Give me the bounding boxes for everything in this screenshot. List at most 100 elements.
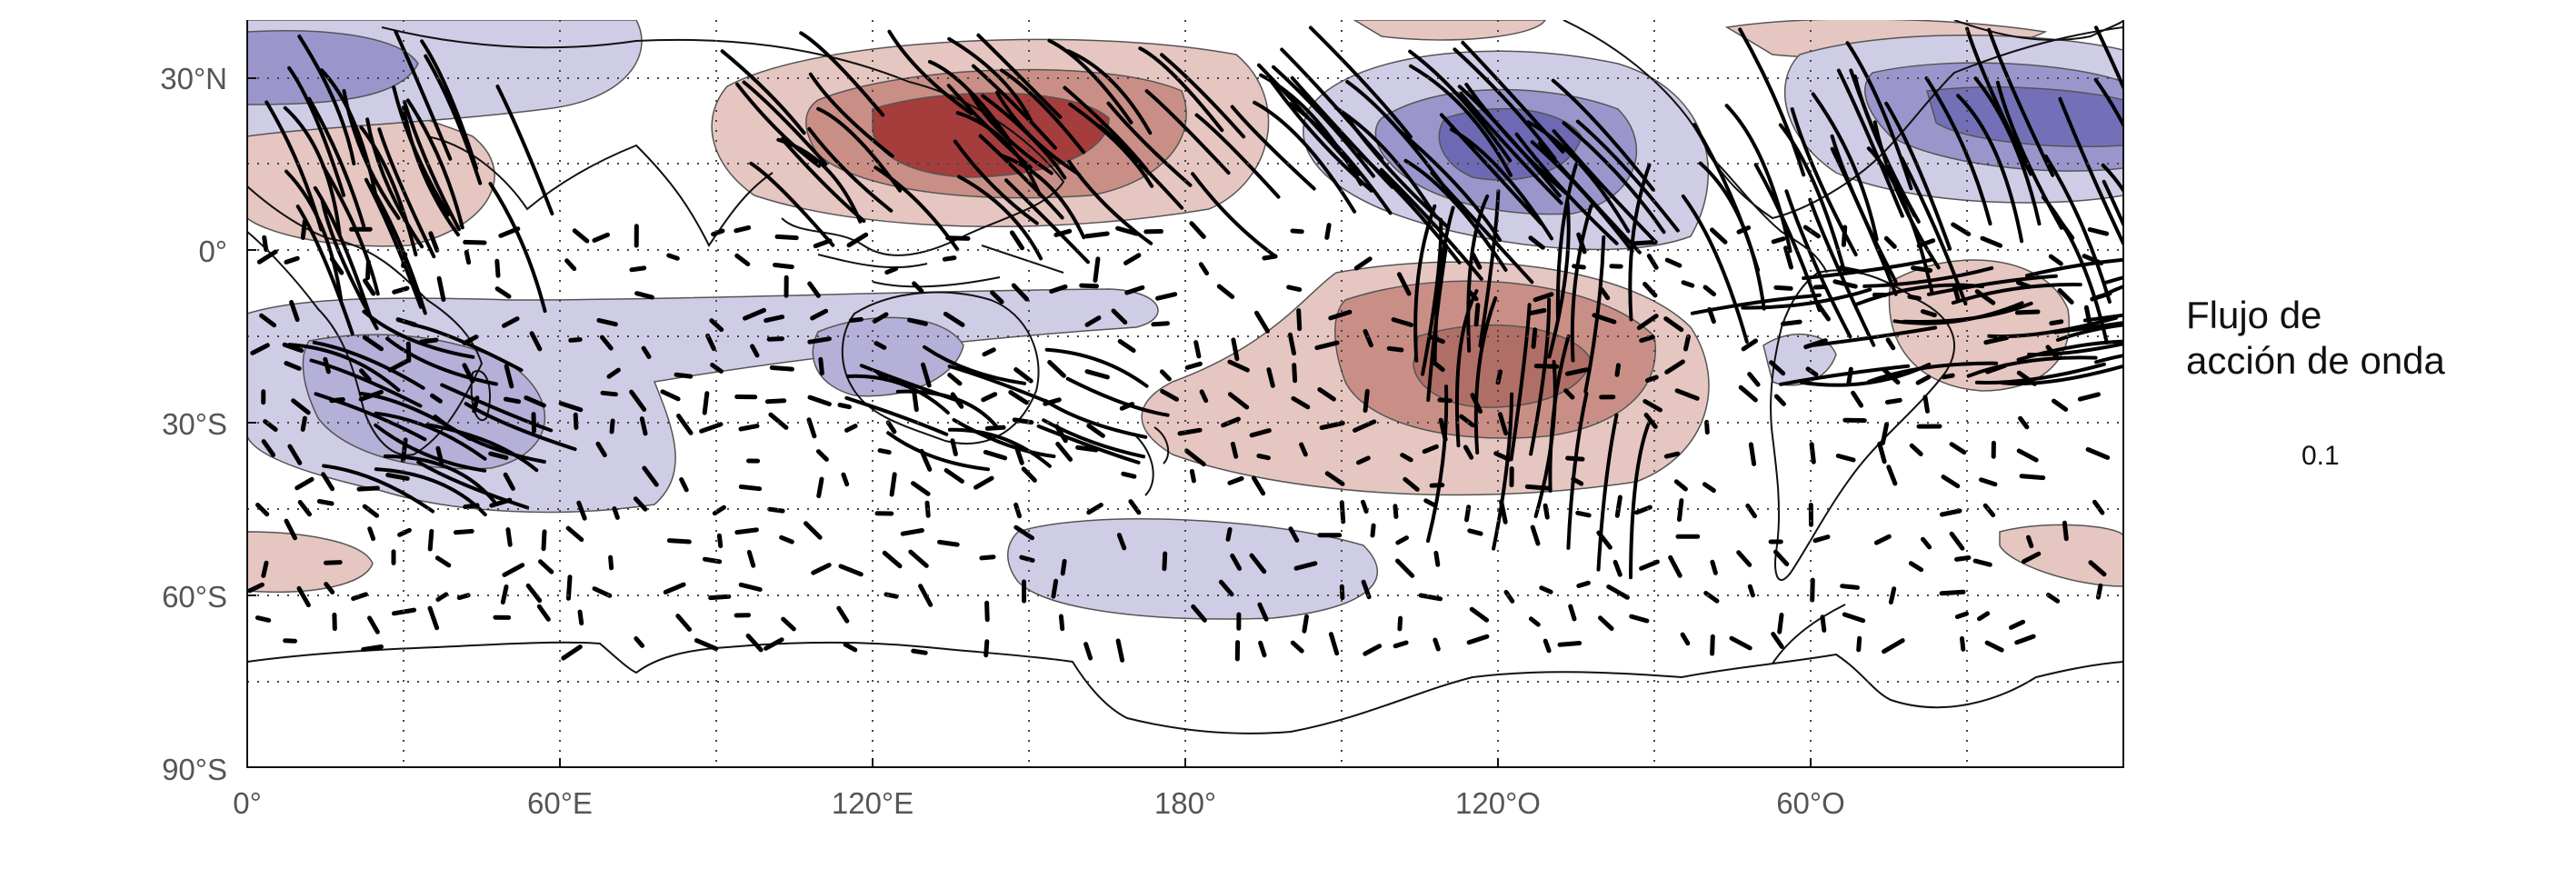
- lat-tick-label: 30°S: [162, 407, 227, 441]
- flux-streamline: [720, 49, 806, 135]
- flux-vector: [639, 416, 648, 436]
- flux-vector: [1710, 227, 1728, 245]
- flux-streamline: [957, 175, 1043, 261]
- flux-vector: [1642, 282, 1658, 298]
- flux-vector: [1115, 638, 1125, 663]
- flux-vector: [921, 362, 932, 388]
- flux-vector: [1009, 230, 1024, 251]
- flux-streamline: [953, 139, 1039, 225]
- flux-vector: [1954, 555, 1972, 562]
- flux-vector: [1216, 284, 1235, 299]
- flux-streamline: [1802, 258, 1933, 280]
- flux-vector: [565, 525, 584, 543]
- flux-streamline: [1492, 392, 1514, 551]
- flux-streamline: [2082, 313, 2123, 323]
- flux-vector: [1293, 561, 1318, 571]
- flux-vector: [1189, 468, 1196, 484]
- flux-streamline: [1044, 347, 1149, 388]
- flux-streamline: [1398, 129, 1502, 242]
- flux-vector: [708, 594, 732, 601]
- flux-vector: [1592, 313, 1617, 325]
- flux-vector: [882, 550, 903, 569]
- flux-vector: [1736, 225, 1752, 235]
- flux-streamline: [440, 383, 554, 433]
- flux-streamline: [1951, 283, 2082, 305]
- flux-streamline: [1453, 47, 1557, 161]
- flux-vector: [359, 368, 372, 382]
- flux-vector: [1115, 225, 1139, 236]
- flux-vector: [1939, 589, 1966, 596]
- flux-vector: [2062, 520, 2069, 542]
- flux-vector: [2014, 309, 2041, 315]
- flux-streamline: [1551, 78, 1655, 192]
- flux-vector: [296, 585, 311, 608]
- flux-vector: [1972, 558, 1992, 567]
- flux-vector: [1960, 635, 1966, 652]
- flux-vector: [1257, 602, 1269, 622]
- flux-vector: [1677, 498, 1684, 523]
- flux-vector: [1184, 361, 1203, 370]
- flux-vector: [1881, 366, 1901, 385]
- flux-vector: [1286, 285, 1303, 293]
- flux-vector: [462, 363, 475, 384]
- flux-vector: [712, 504, 726, 516]
- flux-vector: [1710, 634, 1715, 656]
- flux-vector: [1707, 306, 1716, 325]
- flux-streamline: [295, 205, 354, 336]
- flux-vector: [1423, 498, 1437, 508]
- flux-vector: [836, 605, 850, 624]
- flux-vector: [2049, 319, 2064, 326]
- flux-vector: [500, 584, 509, 604]
- flux-vector: [1530, 524, 1541, 546]
- coastline-central-america: [1708, 154, 1828, 274]
- flux-vector: [284, 361, 302, 371]
- flux-vector: [982, 347, 996, 357]
- flux-streamline: [1836, 68, 1904, 218]
- flux-streamline: [368, 184, 427, 315]
- flux-vector: [1151, 321, 1170, 327]
- flux-vector: [746, 549, 756, 568]
- flux-vector: [453, 528, 474, 535]
- flux-vector: [1557, 641, 1583, 647]
- flux-vector: [1053, 228, 1073, 237]
- flux-vector: [699, 422, 724, 434]
- flux-vector: [1493, 451, 1512, 462]
- flux-vector: [502, 563, 525, 577]
- flux-vector: [676, 414, 694, 435]
- flux-vector: [816, 476, 824, 499]
- flux-vector: [1328, 309, 1353, 321]
- flux-vector: [503, 396, 522, 405]
- flux-streamline: [283, 105, 342, 237]
- flux-vector: [1882, 638, 1905, 654]
- flux-vector: [488, 451, 509, 460]
- flux-streamline: [780, 137, 866, 224]
- flux-vector: [2016, 370, 2037, 386]
- lat-tick-label: 0°: [198, 235, 227, 268]
- flux-vector: [738, 424, 760, 432]
- flux-vector: [874, 341, 887, 350]
- flux-vector: [1533, 292, 1554, 303]
- flux-vector: [1079, 283, 1099, 289]
- flux-vector: [1324, 223, 1332, 240]
- flux-streamline: [2055, 323, 2123, 342]
- flux-streamline: [2101, 163, 2123, 194]
- flux-vector: [1773, 285, 1793, 291]
- flux-vector: [1230, 441, 1239, 459]
- legend-title: Flujo de acción de onda: [2186, 293, 2445, 384]
- flux-vector: [595, 441, 607, 458]
- flux-vector: [1683, 334, 1691, 352]
- flux-vector: [1704, 419, 1710, 435]
- flux-streamline: [377, 127, 436, 259]
- flux-vector: [911, 481, 931, 496]
- flux-vector: [2082, 254, 2104, 265]
- flux-vector: [1571, 476, 1584, 486]
- flux-vector: [666, 253, 680, 261]
- flux-vector: [1117, 339, 1136, 354]
- flux-vector: [316, 499, 334, 506]
- flux-vector: [1629, 614, 1650, 624]
- flux-streamline: [1473, 296, 1498, 454]
- flux-vector: [990, 290, 1004, 305]
- flux-streamline: [2093, 77, 2123, 129]
- flux-vector: [1563, 388, 1575, 400]
- flux-vector: [702, 556, 723, 564]
